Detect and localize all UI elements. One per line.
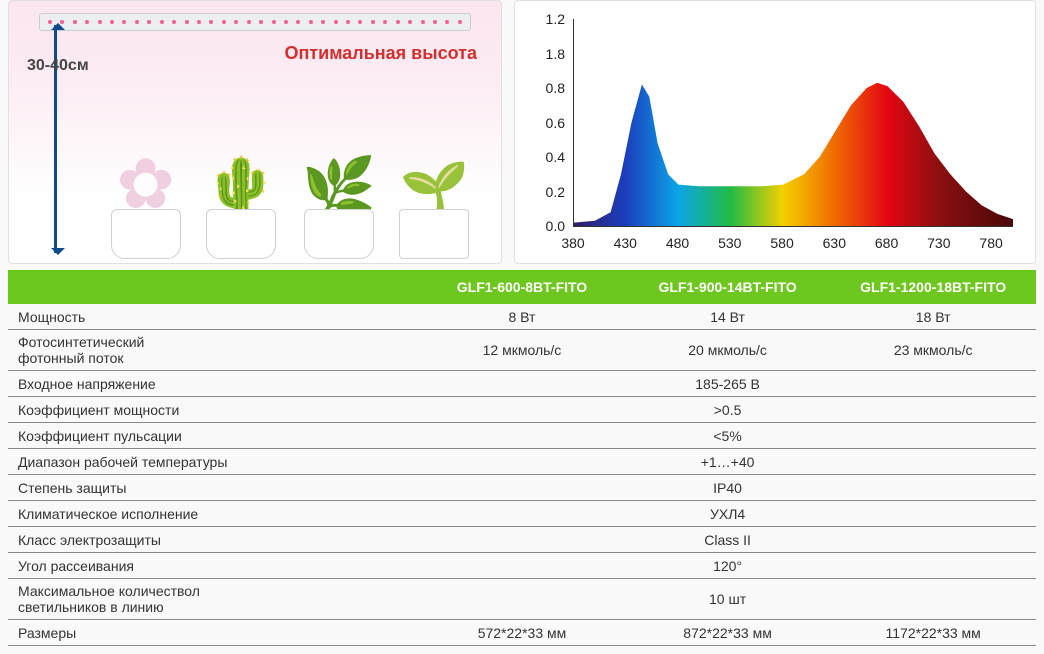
table-header-cell: GLF1-600-8BT-FITO	[419, 276, 625, 298]
chart-x-tick: 530	[718, 235, 741, 251]
table-cell-merged: IP40	[419, 477, 1036, 499]
table-cell: 872*22*33 мм	[625, 622, 831, 644]
table-row-label: Класс электрозащиты	[8, 529, 419, 551]
table-cell-merged: Class II	[419, 529, 1036, 551]
table-row: Мощность8 Вт14 Вт18 Вт	[8, 304, 1036, 330]
table-header-blank	[8, 284, 419, 290]
table-row: Входное напряжение185-265 В	[8, 371, 1036, 397]
chart-y-tick: 0.0	[535, 218, 565, 234]
chart-plot-area	[573, 19, 1013, 227]
table-cell: 23 мкмоль/с	[830, 339, 1036, 361]
table-row: Коэффициент мощности>0.5	[8, 397, 1036, 423]
top-panels: 30-40см Оптимальная высота ✿ 🌵 🌿 🌱 0.00.…	[0, 0, 1044, 270]
chart-x-tick: 480	[666, 235, 689, 251]
table-row-label: Степень защиты	[8, 477, 419, 499]
table-row-label: Коэффициент мощности	[8, 399, 419, 421]
chart-x-tick: 430	[614, 235, 637, 251]
table-cell-merged: +1…+40	[419, 451, 1036, 473]
table-row: Класс электрозащитыClass II	[8, 527, 1036, 553]
page-root: 30-40см Оптимальная высота ✿ 🌵 🌿 🌱 0.00.…	[0, 0, 1044, 654]
table-cell-merged: <5%	[419, 425, 1036, 447]
product-illustration-panel: 30-40см Оптимальная высота ✿ 🌵 🌿 🌱	[8, 0, 502, 264]
table-cell-merged: УХЛ4	[419, 503, 1036, 525]
table-cell-merged: 120°	[419, 555, 1036, 577]
spec-table: GLF1-600-8BT-FITOGLF1-900-14BT-FITOGLF1-…	[0, 270, 1044, 654]
table-cell: 14 Вт	[625, 306, 831, 328]
plant-orchid-icon: ✿	[111, 149, 181, 259]
table-header-row: GLF1-600-8BT-FITOGLF1-900-14BT-FITOGLF1-…	[8, 270, 1036, 304]
spectrum-area	[574, 83, 1013, 226]
table-cell: 572*22*33 мм	[419, 622, 625, 644]
table-cell: 18 Вт	[830, 306, 1036, 328]
chart-y-tick: 0.4	[535, 149, 565, 165]
grow-lamp-icon	[39, 13, 472, 31]
chart-x-tick: 630	[823, 235, 846, 251]
table-row-label: Диапазон рабочей температуры	[8, 451, 419, 473]
table-cell: 12 мкмоль/с	[419, 339, 625, 361]
table-cell: 8 Вт	[419, 306, 625, 328]
chart-y-tick: 1.8	[535, 46, 565, 62]
plants-row: ✿ 🌵 🌿 🌱	[99, 79, 481, 259]
table-row-label: Климатическое исполнение	[8, 503, 419, 525]
table-row-label: Фотосинтетическийфотонный поток	[8, 330, 419, 370]
table-row-label: Коэффициент пульсации	[8, 425, 419, 447]
table-row-label: Мощность	[8, 306, 419, 328]
table-cell-merged: >0.5	[419, 399, 1036, 421]
table-header-cell: GLF1-1200-18BT-FITO	[830, 276, 1036, 298]
table-cell-merged: 10 шт	[419, 588, 1036, 610]
plant-cactus-icon: 🌵	[204, 159, 279, 259]
chart-x-tick: 680	[875, 235, 898, 251]
table-row-label: Размеры	[8, 622, 419, 644]
spectrum-chart: 0.0 0.2 0.4 0.6 0.8 1.8 1.2 380 430 480 530 580 630 6…	[529, 13, 1021, 253]
chart-y-tick: 0.8	[535, 80, 565, 96]
table-cell: 20 мкмоль/с	[625, 339, 831, 361]
table-row: Степень защитыIP40	[8, 475, 1036, 501]
plant-grass-icon: 🌱	[399, 163, 469, 259]
table-row: Коэффициент пульсации<5%	[8, 423, 1036, 449]
spectrum-svg	[574, 19, 1013, 226]
chart-x-tick: 780	[979, 235, 1002, 251]
table-row-label: Максимальное количестволсветильников в л…	[8, 579, 419, 619]
table-row-label: Входное напряжение	[8, 373, 419, 395]
chart-y-tick: 1.2	[535, 11, 565, 27]
table-row-label: Угол рассеивания	[8, 555, 419, 577]
table-header-cell: GLF1-900-14BT-FITO	[625, 276, 831, 298]
spectrum-chart-panel: 0.0 0.2 0.4 0.6 0.8 1.8 1.2 380 430 480 530 580 630 6…	[514, 0, 1036, 264]
plant-leafy-icon: 🌿	[302, 159, 377, 259]
chart-y-tick: 0.6	[535, 115, 565, 131]
table-row: Размеры572*22*33 мм872*22*33 мм1172*22*3…	[8, 620, 1036, 646]
table-row: Диапазон рабочей температуры+1…+40	[8, 449, 1036, 475]
table-cell: 1172*22*33 мм	[830, 622, 1036, 644]
table-row: Максимальное количестволсветильников в л…	[8, 579, 1036, 620]
chart-x-tick: 580	[770, 235, 793, 251]
table-cell-merged: 185-265 В	[419, 373, 1036, 395]
table-row: Климатическое исполнениеУХЛ4	[8, 501, 1036, 527]
chart-x-tick: 730	[927, 235, 950, 251]
chart-y-tick: 0.2	[535, 184, 565, 200]
height-label: 30-40см	[27, 57, 89, 75]
chart-x-tick: 380	[561, 235, 584, 251]
optimal-height-caption: Оптимальная высота	[284, 43, 477, 64]
table-row: Фотосинтетическийфотонный поток12 мкмоль…	[8, 330, 1036, 371]
table-row: Угол рассеивания120°	[8, 553, 1036, 579]
